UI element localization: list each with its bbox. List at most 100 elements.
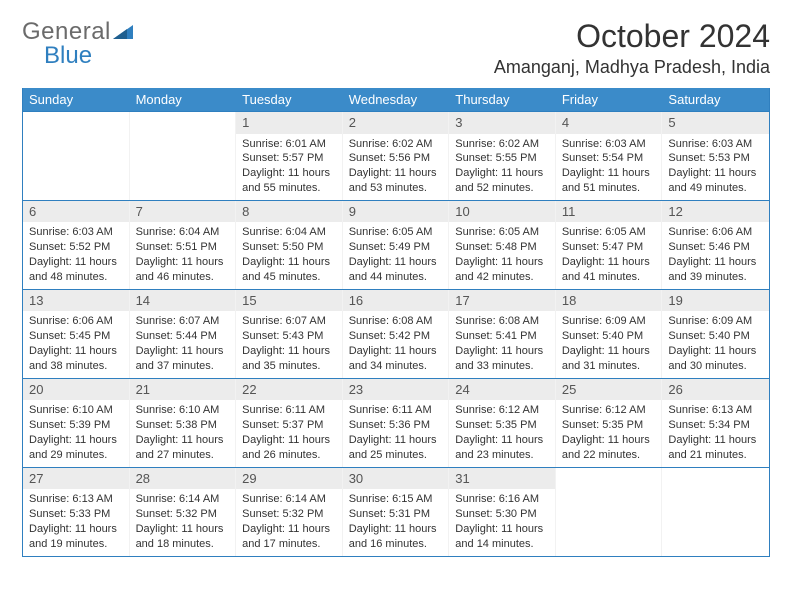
day-number: 10 — [449, 201, 555, 223]
sunrise-text: Sunrise: 6:03 AM — [668, 137, 763, 152]
logo-triangle-icon — [113, 23, 135, 41]
daylight-text: Daylight: 11 hours and 42 minutes. — [455, 255, 549, 285]
sunrise-text: Sunrise: 6:16 AM — [455, 492, 549, 507]
day-number: 5 — [662, 112, 769, 134]
day-details: Sunrise: 6:11 AMSunset: 5:37 PMDaylight:… — [236, 400, 342, 466]
calendar-day-cell: 4Sunrise: 6:03 AMSunset: 5:54 PMDaylight… — [556, 112, 663, 200]
day-details: Sunrise: 6:09 AMSunset: 5:40 PMDaylight:… — [556, 311, 662, 377]
day-number: 30 — [343, 468, 449, 490]
daylight-text: Daylight: 11 hours and 45 minutes. — [242, 255, 336, 285]
calendar-day-cell: 9Sunrise: 6:05 AMSunset: 5:49 PMDaylight… — [343, 201, 450, 289]
day-number: 26 — [662, 379, 769, 401]
day-number: 18 — [556, 290, 662, 312]
day-details: Sunrise: 6:06 AMSunset: 5:45 PMDaylight:… — [23, 311, 129, 377]
daylight-text: Daylight: 11 hours and 25 minutes. — [349, 433, 443, 463]
sunset-text: Sunset: 5:46 PM — [668, 240, 763, 255]
day-number: 25 — [556, 379, 662, 401]
day-details: Sunrise: 6:10 AMSunset: 5:39 PMDaylight:… — [23, 400, 129, 466]
daylight-text: Daylight: 11 hours and 22 minutes. — [562, 433, 656, 463]
calendar-empty-cell — [556, 468, 663, 556]
weekday-header: Wednesday — [343, 88, 450, 111]
day-details: Sunrise: 6:02 AMSunset: 5:56 PMDaylight:… — [343, 134, 449, 200]
day-details: Sunrise: 6:11 AMSunset: 5:36 PMDaylight:… — [343, 400, 449, 466]
calendar-week-row: 6Sunrise: 6:03 AMSunset: 5:52 PMDaylight… — [23, 200, 769, 289]
day-details: Sunrise: 6:05 AMSunset: 5:49 PMDaylight:… — [343, 222, 449, 288]
sunrise-text: Sunrise: 6:12 AM — [562, 403, 656, 418]
calendar-day-cell: 8Sunrise: 6:04 AMSunset: 5:50 PMDaylight… — [236, 201, 343, 289]
daylight-text: Daylight: 11 hours and 16 minutes. — [349, 522, 443, 552]
day-number: 31 — [449, 468, 555, 490]
calendar-day-cell: 16Sunrise: 6:08 AMSunset: 5:42 PMDayligh… — [343, 290, 450, 378]
sunrise-text: Sunrise: 6:02 AM — [349, 137, 443, 152]
sunrise-text: Sunrise: 6:08 AM — [455, 314, 549, 329]
day-details: Sunrise: 6:02 AMSunset: 5:55 PMDaylight:… — [449, 134, 555, 200]
title-block: October 2024 Amanganj, Madhya Pradesh, I… — [494, 18, 770, 78]
weeks-container: 1Sunrise: 6:01 AMSunset: 5:57 PMDaylight… — [23, 111, 769, 556]
weekday-header: Monday — [130, 88, 237, 111]
day-number: 13 — [23, 290, 129, 312]
daylight-text: Daylight: 11 hours and 29 minutes. — [29, 433, 123, 463]
day-details: Sunrise: 6:14 AMSunset: 5:32 PMDaylight:… — [236, 489, 342, 555]
sunrise-text: Sunrise: 6:01 AM — [242, 137, 336, 152]
sunrise-text: Sunrise: 6:12 AM — [455, 403, 549, 418]
day-details: Sunrise: 6:03 AMSunset: 5:54 PMDaylight:… — [556, 134, 662, 200]
daylight-text: Daylight: 11 hours and 39 minutes. — [668, 255, 763, 285]
day-number: 7 — [130, 201, 236, 223]
daylight-text: Daylight: 11 hours and 14 minutes. — [455, 522, 549, 552]
weekday-header: Sunday — [23, 88, 130, 111]
calendar-day-cell: 2Sunrise: 6:02 AMSunset: 5:56 PMDaylight… — [343, 112, 450, 200]
day-details: Sunrise: 6:08 AMSunset: 5:41 PMDaylight:… — [449, 311, 555, 377]
calendar-day-cell: 18Sunrise: 6:09 AMSunset: 5:40 PMDayligh… — [556, 290, 663, 378]
sunset-text: Sunset: 5:43 PM — [242, 329, 336, 344]
daylight-text: Daylight: 11 hours and 41 minutes. — [562, 255, 656, 285]
sunrise-text: Sunrise: 6:08 AM — [349, 314, 443, 329]
calendar-day-cell: 23Sunrise: 6:11 AMSunset: 5:36 PMDayligh… — [343, 379, 450, 467]
daylight-text: Daylight: 11 hours and 35 minutes. — [242, 344, 336, 374]
day-number: 27 — [23, 468, 129, 490]
daylight-text: Daylight: 11 hours and 46 minutes. — [136, 255, 230, 285]
daylight-text: Daylight: 11 hours and 34 minutes. — [349, 344, 443, 374]
day-number: 4 — [556, 112, 662, 134]
sunset-text: Sunset: 5:39 PM — [29, 418, 123, 433]
sunset-text: Sunset: 5:45 PM — [29, 329, 123, 344]
sunset-text: Sunset: 5:32 PM — [242, 507, 336, 522]
sunset-text: Sunset: 5:31 PM — [349, 507, 443, 522]
calendar-week-row: 27Sunrise: 6:13 AMSunset: 5:33 PMDayligh… — [23, 467, 769, 556]
day-number: 28 — [130, 468, 236, 490]
day-details: Sunrise: 6:03 AMSunset: 5:52 PMDaylight:… — [23, 222, 129, 288]
sunset-text: Sunset: 5:52 PM — [29, 240, 123, 255]
day-number: 29 — [236, 468, 342, 490]
day-details: Sunrise: 6:12 AMSunset: 5:35 PMDaylight:… — [449, 400, 555, 466]
sunset-text: Sunset: 5:37 PM — [242, 418, 336, 433]
sunset-text: Sunset: 5:50 PM — [242, 240, 336, 255]
day-details: Sunrise: 6:16 AMSunset: 5:30 PMDaylight:… — [449, 489, 555, 555]
sunrise-text: Sunrise: 6:11 AM — [242, 403, 336, 418]
sunrise-text: Sunrise: 6:07 AM — [242, 314, 336, 329]
day-number: 11 — [556, 201, 662, 223]
weekday-header: Saturday — [662, 88, 769, 111]
calendar-day-cell: 24Sunrise: 6:12 AMSunset: 5:35 PMDayligh… — [449, 379, 556, 467]
day-details: Sunrise: 6:12 AMSunset: 5:35 PMDaylight:… — [556, 400, 662, 466]
day-number: 16 — [343, 290, 449, 312]
sunrise-text: Sunrise: 6:14 AM — [136, 492, 230, 507]
sunrise-text: Sunrise: 6:06 AM — [29, 314, 123, 329]
sunrise-text: Sunrise: 6:09 AM — [668, 314, 763, 329]
calendar-day-cell: 27Sunrise: 6:13 AMSunset: 5:33 PMDayligh… — [23, 468, 130, 556]
calendar-day-cell: 17Sunrise: 6:08 AMSunset: 5:41 PMDayligh… — [449, 290, 556, 378]
sunset-text: Sunset: 5:51 PM — [136, 240, 230, 255]
calendar-day-cell: 1Sunrise: 6:01 AMSunset: 5:57 PMDaylight… — [236, 112, 343, 200]
sunrise-text: Sunrise: 6:07 AM — [136, 314, 230, 329]
calendar-day-cell: 7Sunrise: 6:04 AMSunset: 5:51 PMDaylight… — [130, 201, 237, 289]
calendar-day-cell: 11Sunrise: 6:05 AMSunset: 5:47 PMDayligh… — [556, 201, 663, 289]
day-details: Sunrise: 6:04 AMSunset: 5:50 PMDaylight:… — [236, 222, 342, 288]
calendar-day-cell: 19Sunrise: 6:09 AMSunset: 5:40 PMDayligh… — [662, 290, 769, 378]
calendar-day-cell: 28Sunrise: 6:14 AMSunset: 5:32 PMDayligh… — [130, 468, 237, 556]
daylight-text: Daylight: 11 hours and 38 minutes. — [29, 344, 123, 374]
calendar-day-cell: 3Sunrise: 6:02 AMSunset: 5:55 PMDaylight… — [449, 112, 556, 200]
sunset-text: Sunset: 5:36 PM — [349, 418, 443, 433]
day-number: 22 — [236, 379, 342, 401]
sunrise-text: Sunrise: 6:06 AM — [668, 225, 763, 240]
day-details: Sunrise: 6:06 AMSunset: 5:46 PMDaylight:… — [662, 222, 769, 288]
sunset-text: Sunset: 5:53 PM — [668, 151, 763, 166]
day-number: 15 — [236, 290, 342, 312]
